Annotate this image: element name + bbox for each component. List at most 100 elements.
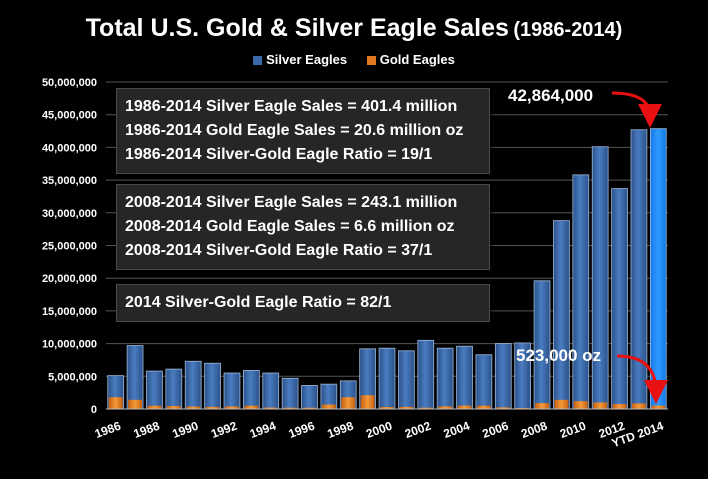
gold-bar-1987 <box>128 399 143 409</box>
legend-swatch-gold <box>366 56 376 66</box>
silver-bar-1995 <box>281 377 299 410</box>
y-tick-label: 30,000,000 <box>42 208 97 220</box>
y-tick-label: 50,000,000 <box>42 77 97 89</box>
gold-bar-2012 <box>612 404 627 409</box>
y-tick-label: 45,000,000 <box>42 110 97 122</box>
bars <box>107 128 667 410</box>
x-tick-label: 1988 <box>132 419 162 441</box>
legend-label-gold: Gold Eagles <box>379 52 455 67</box>
silver-bar-1994 <box>262 372 280 410</box>
silver-bar-2003 <box>436 347 454 410</box>
silver-bar-1988 <box>146 370 163 410</box>
y-tick-label: 25,000,000 <box>42 241 97 253</box>
annotation-line: 2014 Silver-Gold Eagle Ratio = 82/1 <box>125 294 392 311</box>
silver-bar-2002 <box>417 339 435 410</box>
legend-swatch-silver <box>253 56 263 66</box>
silver-callout-arrow <box>611 91 662 128</box>
gold-bar-2010 <box>573 401 588 409</box>
silver-bar-2010 <box>572 174 590 410</box>
y-tick-label: 20,000,000 <box>42 273 97 285</box>
annotation-line: 2008-2014 Silver Eagle Sales = 243.1 mil… <box>125 194 458 211</box>
gold-bar-2013 <box>631 403 646 409</box>
silver-bar-2006 <box>494 343 512 410</box>
y-tick-label: 40,000,000 <box>42 142 97 154</box>
chart-title: Total U.S. Gold & Silver Eagle Sales <box>85 14 509 42</box>
silver-bar-1989 <box>165 368 183 410</box>
gold-bar-2009 <box>554 399 569 409</box>
gold-bar-1993 <box>244 405 259 409</box>
annotation-line: 2008-2014 Gold Eagle Sales = 6.6 million… <box>125 218 455 235</box>
silver-bar-1987 <box>126 345 144 410</box>
annotation-line: 1986-2014 Gold Eagle Sales = 20.6 millio… <box>125 122 464 139</box>
x-tick-label: 2010 <box>558 419 588 441</box>
silver-bar-2013 <box>630 129 648 410</box>
gold-bar-2000 <box>380 407 394 409</box>
legend: Silver Eagles Gold Eagles <box>0 52 708 67</box>
annotation-line: 1986-2014 Silver-Gold Eagle Ratio = 19/1 <box>125 146 433 163</box>
gold-bar-2003 <box>438 406 453 409</box>
silver-bar-2005 <box>475 354 493 410</box>
x-tick-label: 2008 <box>519 419 549 441</box>
y-tick-label: 10,000,000 <box>42 339 97 351</box>
legend-item-gold: Gold Eagles <box>366 52 455 67</box>
gold-bar-1997 <box>321 404 336 409</box>
x-tick-label: 2004 <box>442 419 472 441</box>
x-tick-label: 2006 <box>480 419 510 441</box>
gold-bar-2001 <box>399 406 414 409</box>
title-block: Total U.S. Gold & Silver Eagle Sales (19… <box>0 14 708 43</box>
y-tick-label: 35,000,000 <box>42 175 97 187</box>
annotation-box-1986-2014: 1986-2014 Silver Eagle Sales = 401.4 mil… <box>116 88 490 174</box>
gold-bar-2004 <box>457 405 472 409</box>
legend-label-silver: Silver Eagles <box>266 52 348 67</box>
gold-bar-1999 <box>360 395 375 409</box>
silver-bar-1993 <box>242 370 260 410</box>
gold-callout-label: 523,000 oz <box>516 346 602 365</box>
annotation-box-2014-ratio: 2014 Silver-Gold Eagle Ratio = 82/1 <box>116 284 490 322</box>
y-axis-ticks: 0 5,000,000 10,000,000 15,000,000 20,000,000… <box>42 77 97 416</box>
annotation-line: 1986-2014 Silver Eagle Sales = 401.4 mil… <box>125 98 458 115</box>
y-tick-label: 0 <box>91 404 97 416</box>
annotation-line: 2008-2014 Silver-Gold Eagle Ratio = 37/1 <box>125 242 433 259</box>
gold-bar-2005 <box>476 405 491 409</box>
silver-bar-2011 <box>591 146 609 410</box>
silver-bar-1996 <box>301 385 318 410</box>
gold-bar-2011 <box>593 402 608 409</box>
x-tick-label: 1996 <box>287 419 317 441</box>
gold-callout-arrow <box>616 354 668 404</box>
x-tick-label: 2000 <box>364 419 394 441</box>
gold-bar-YTD-2014 <box>651 405 666 409</box>
silver-bar-2004 <box>456 345 473 410</box>
y-tick-label: 15,000,000 <box>42 306 97 318</box>
silver-bar-2001 <box>398 350 415 410</box>
gold-bar-2002 <box>418 407 433 409</box>
silver-bar-YTD-2014 <box>649 128 667 410</box>
gold-bar-1991 <box>205 406 220 409</box>
legend-item-silver: Silver Eagles <box>253 52 347 67</box>
annotation-box-2008-2014: 2008-2014 Silver Eagle Sales = 243.1 mil… <box>116 184 490 270</box>
y-tick-label: 5,000,000 <box>48 371 97 383</box>
gold-bar-1994 <box>263 407 278 409</box>
silver-bar-2012 <box>611 188 628 410</box>
silver-callout-label: 42,864,000 <box>508 86 594 105</box>
gold-bar-1989 <box>166 406 181 409</box>
gold-bar-2008 <box>535 403 549 409</box>
gold-bar-1990 <box>186 406 201 409</box>
x-axis-ticks: 1986 1988 1990 1992 1994 1996 1998 2000 2002 2004… <box>93 419 666 451</box>
gold-bar-1995 <box>283 407 298 409</box>
silver-bar-2008 <box>533 280 551 410</box>
x-tick-label: 1990 <box>170 419 200 441</box>
x-tick-label: 1992 <box>209 419 239 441</box>
silver-bar-2000 <box>378 347 396 410</box>
x-tick-label: 1986 <box>93 419 123 441</box>
gold-bar-1992 <box>225 406 239 409</box>
gold-bar-2006 <box>496 407 511 409</box>
silver-bar-2009 <box>553 220 570 410</box>
gold-bar-1988 <box>147 405 162 409</box>
chart-subtitle: (1986-2014) <box>513 19 623 41</box>
x-tick-label: 1998 <box>325 419 355 441</box>
x-tick-label: 2002 <box>403 419 433 441</box>
gold-bar-1998 <box>341 397 356 409</box>
silver-bar-1992 <box>223 372 241 410</box>
x-tick-label: 1994 <box>248 419 278 441</box>
